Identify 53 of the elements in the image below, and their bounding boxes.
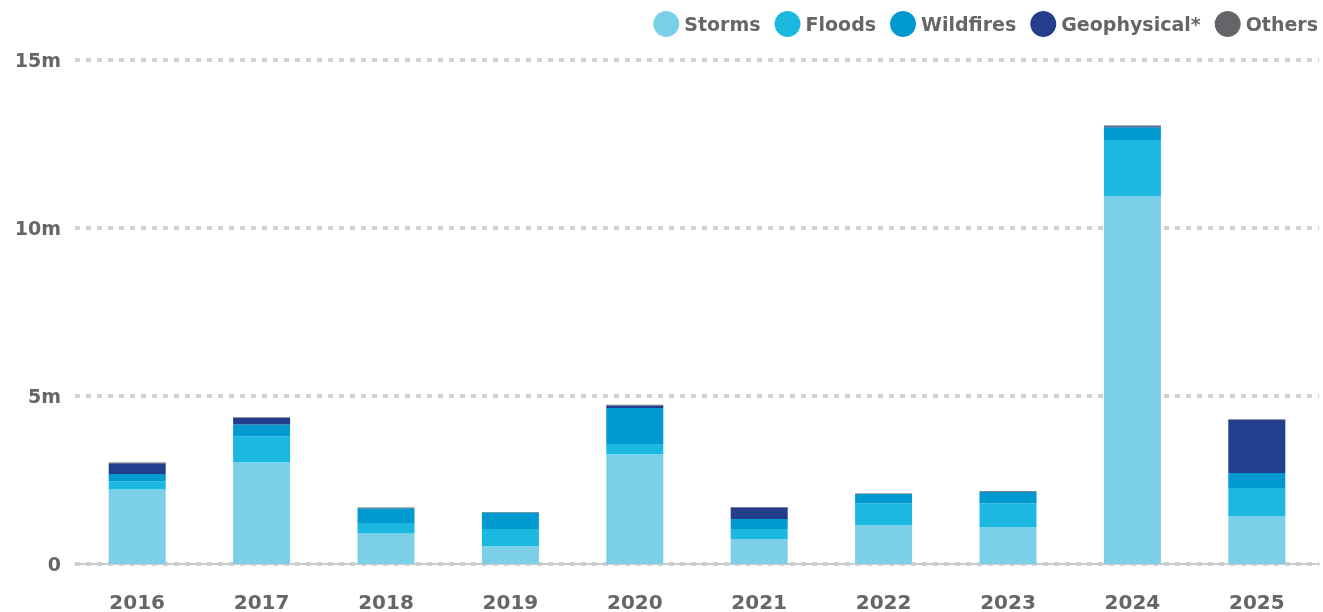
- x-tick-label: 2024: [1104, 590, 1161, 612]
- bar: [979, 491, 1037, 504]
- x-tick-label: 2025: [1228, 590, 1285, 612]
- bar: [233, 424, 291, 437]
- bar: [108, 481, 166, 490]
- bar: [108, 463, 166, 474]
- bar: [1228, 419, 1286, 473]
- bar: [606, 444, 664, 455]
- bar: [979, 527, 1037, 564]
- bar: [1228, 488, 1286, 516]
- x-tick-label: 2020: [606, 590, 663, 612]
- bar: [1103, 139, 1161, 197]
- bar: [233, 436, 291, 463]
- x-tick-label: 2019: [482, 590, 539, 612]
- bar: [855, 525, 913, 564]
- bar: [108, 473, 166, 482]
- bar: [357, 508, 415, 524]
- legend-label: Wildfires: [921, 13, 1017, 35]
- legend-label: Storms: [684, 13, 761, 35]
- bar: [233, 417, 291, 425]
- bar: [855, 503, 913, 526]
- x-tick-label: 2021: [731, 590, 788, 612]
- bar: [108, 489, 166, 564]
- legend-label: Others: [1245, 13, 1318, 35]
- bar: [1228, 472, 1286, 489]
- bar: [1228, 515, 1286, 564]
- y-tick-label: 0: [47, 553, 61, 575]
- bar: [481, 529, 539, 547]
- x-tick-label: 2016: [109, 590, 166, 612]
- x-tick-label: 2017: [233, 590, 290, 612]
- legend-label: Floods: [805, 13, 877, 35]
- bar: [481, 512, 539, 530]
- x-tick-label: 2023: [980, 590, 1036, 612]
- bar: [481, 546, 539, 564]
- bar: [606, 454, 664, 564]
- bar: [730, 507, 788, 519]
- y-tick-label: 15m: [14, 49, 61, 71]
- bar: [730, 539, 788, 564]
- bar: [730, 518, 788, 530]
- bar: [606, 408, 664, 445]
- bar: [1103, 196, 1161, 564]
- bar: [357, 523, 415, 534]
- legend-label: Geophysical*: [1061, 13, 1201, 35]
- bar: [855, 494, 913, 504]
- y-tick-label: 5m: [27, 385, 61, 407]
- x-tick-label: 2022: [855, 590, 912, 612]
- bar: [1103, 127, 1161, 140]
- bar: [233, 462, 291, 564]
- x-tick-label: 2018: [358, 590, 414, 612]
- bar: [357, 533, 415, 564]
- y-tick-label: 10m: [14, 217, 61, 239]
- bar: [730, 529, 788, 540]
- bar: [979, 503, 1037, 528]
